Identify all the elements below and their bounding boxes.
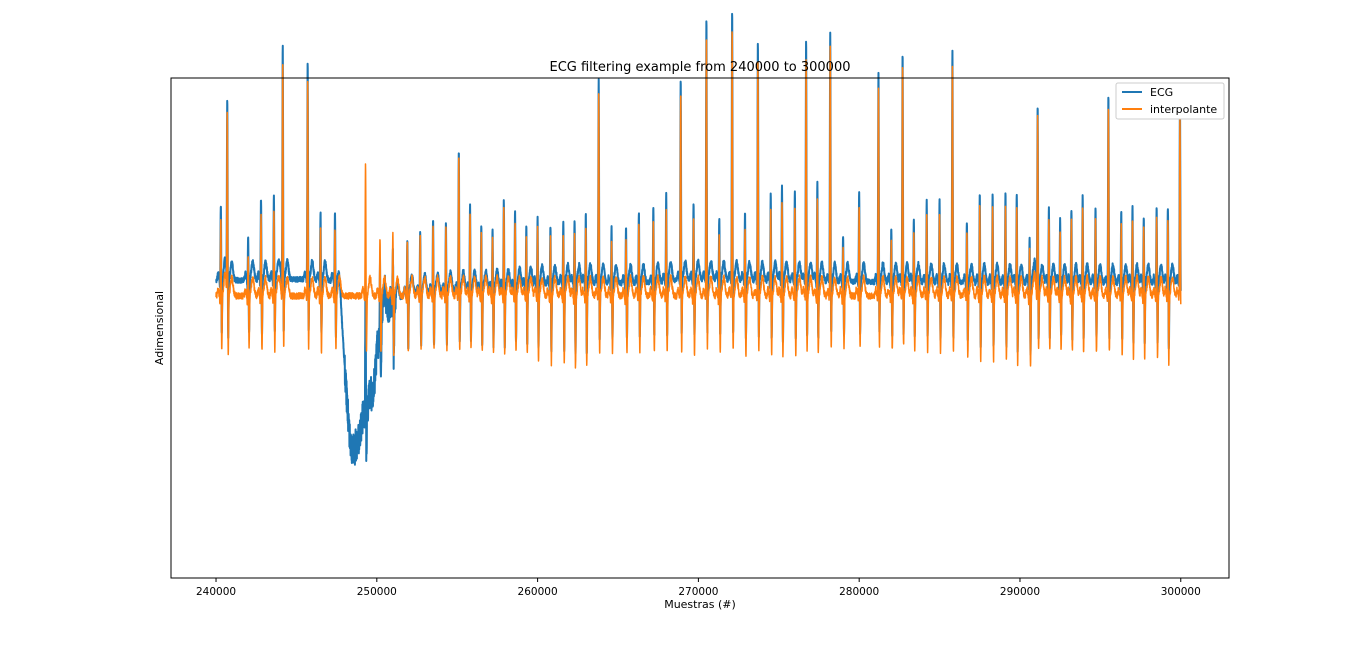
series-line-interpolante: [215, 31, 1182, 369]
legend-box: [1115, 82, 1225, 120]
y-axis-label: Adimensional: [153, 291, 166, 365]
x-tick-label: 250000: [357, 586, 397, 598]
x-tick-label: 290000: [1000, 586, 1040, 598]
chart-title: ECG filtering example from 240000 to 300…: [549, 60, 850, 75]
x-tick-label: 240000: [196, 586, 236, 598]
x-tick-label: 300000: [1161, 586, 1201, 598]
x-axis-label: Muestras (#): [664, 598, 736, 611]
x-tick-label: 280000: [839, 586, 879, 598]
plot-background: [171, 78, 1229, 578]
plot-frame: [170, 77, 1230, 579]
legend: ECG interpolante: [1115, 82, 1225, 120]
legend-label-interpolante: interpolante: [1150, 103, 1217, 116]
legend-label-ecg: ECG: [1150, 86, 1173, 99]
x-tick-label: 260000: [518, 586, 558, 598]
series-line-ecg: [215, 12, 1182, 466]
x-tick-label: 270000: [678, 586, 718, 598]
series-layer: [215, 12, 1182, 466]
x-axis-ticks: 240000 250000 260000 270000 280000 290000 3000…: [196, 578, 1201, 598]
